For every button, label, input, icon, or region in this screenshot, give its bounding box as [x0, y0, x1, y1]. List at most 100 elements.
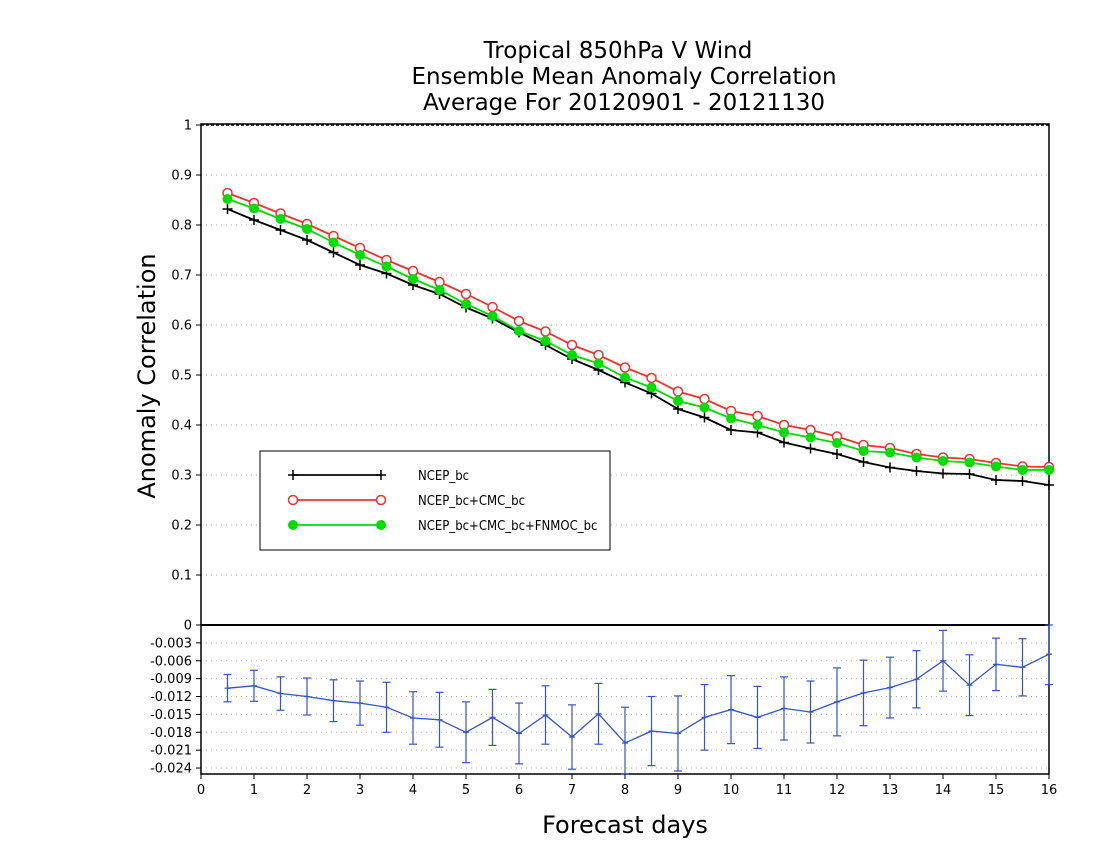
x-tick-label-13: 13 [882, 783, 899, 798]
point-2-13 [567, 350, 577, 360]
y-tick-label-0: 0 [184, 619, 192, 634]
y-tick-label-4: 0.4 [171, 419, 192, 434]
point-0-22 [805, 443, 816, 454]
point-2-14 [593, 358, 604, 369]
y-tick-label-2: 0.2 [171, 519, 192, 534]
lower-y-tick-label-2: -0.009 [150, 672, 192, 687]
lower-y-tick-label-5: -0.018 [150, 726, 192, 741]
x-tick-label-12: 12 [829, 783, 846, 798]
point-0-25 [885, 462, 895, 473]
lower-series-group [223, 624, 1053, 775]
lower-point-15 [622, 740, 628, 747]
lower-point-6 [383, 704, 390, 711]
x-axis: 0 1 2 3 4 5 6 7 8 9 10 11 12 13 14 15 16 [197, 774, 1057, 798]
point-2-27 [938, 456, 948, 466]
lower-point-3 [304, 693, 310, 700]
legend-item-1: NCEP_bc+CMC_bc [287, 494, 525, 509]
point-0-31 [1044, 480, 1054, 490]
y-axis-title: Anomaly Correlation [133, 253, 161, 498]
x-tick-label-6: 6 [515, 783, 523, 798]
point-0-18 [699, 412, 710, 423]
point-2-17 [673, 396, 683, 406]
point-2-28 [964, 457, 975, 468]
x-tick-label-3: 3 [356, 783, 364, 798]
point-0-3 [302, 235, 312, 245]
point-0-29 [991, 475, 1001, 485]
point-1-12 [540, 326, 551, 337]
point-2-12 [540, 336, 551, 346]
point-1-11 [513, 315, 525, 327]
lower-y-tick-label-1: -0.006 [150, 654, 192, 669]
point-1-9 [460, 288, 472, 300]
lower-point-2 [277, 690, 284, 697]
point-2-2 [275, 214, 286, 224]
lower-point-26 [913, 676, 920, 683]
lower-point-9 [463, 729, 469, 736]
point-0-0 [222, 204, 233, 214]
legend: NCEP_bc NCEP_bc+CMC_bc NCEP_bc+CMC_bc+FNMO… [259, 450, 611, 551]
upper-series-group [222, 187, 1055, 490]
title-line-2: Ensemble Mean Anomaly Correlation [411, 64, 836, 90]
point-2-4 [328, 237, 339, 248]
lower-point-23 [834, 698, 840, 705]
point-2-21 [779, 427, 789, 438]
point-2-26 [911, 452, 922, 463]
legend-marker-end-0 [376, 470, 386, 480]
lower-point-5 [357, 700, 363, 707]
point-1-10 [487, 301, 498, 313]
point-0-5 [355, 260, 365, 270]
point-2-3 [302, 224, 312, 234]
lower-point-1 [251, 682, 257, 689]
x-tick-label-2: 2 [303, 783, 311, 798]
title-line-3: Average For 20120901 - 20121130 [423, 90, 825, 116]
series-line-2 [227, 198, 1049, 471]
lower-point-7 [410, 714, 416, 721]
y-tick-label-3: 0.3 [171, 469, 192, 484]
y-tick-label-7: 0.7 [171, 269, 192, 284]
lower-series-line-0 [227, 653, 1050, 744]
lower-point-20 [754, 714, 761, 721]
point-2-19 [726, 413, 736, 424]
title-line-1: Tropical 850hPa V Wind [483, 38, 753, 64]
lower-point-18 [701, 714, 708, 721]
point-2-23 [832, 438, 842, 448]
point-1-14 [593, 349, 604, 361]
lower-point-14 [595, 710, 602, 717]
point-2-15 [620, 372, 630, 383]
x-tick-label-1: 1 [250, 783, 258, 798]
point-1-15 [619, 362, 631, 373]
point-0-4 [328, 247, 339, 258]
point-0-24 [858, 457, 869, 467]
point-2-10 [487, 311, 498, 321]
legend-item-0: NCEP_bc [288, 469, 469, 484]
lower-point-4 [330, 697, 337, 704]
lower-point-19 [728, 706, 734, 713]
point-2-18 [699, 402, 710, 413]
lower-point-22 [807, 709, 814, 716]
legend-marker-start-0 [288, 470, 298, 480]
point-2-24 [858, 446, 869, 456]
series-0 [222, 204, 1054, 490]
chart-title: Tropical 850hPa V Wind Ensemble Mean Ano… [411, 38, 836, 116]
point-0-19 [726, 425, 736, 435]
y-tick-label-5: 0.5 [171, 369, 192, 384]
x-tick-label-4: 4 [409, 783, 417, 798]
lower-point-11 [516, 730, 522, 737]
lower-y-tick-label-3: -0.012 [150, 690, 192, 705]
lower-y-axis: -0.003 -0.006 -0.009 -0.012 -0.015 -0.018 -0.0… [150, 636, 201, 777]
lower-series-0 [223, 624, 1053, 775]
point-2-1 [249, 203, 259, 214]
point-2-8 [434, 285, 445, 295]
lower-point-31 [1046, 651, 1052, 658]
point-2-5 [355, 250, 365, 260]
y-tick-label-10: 1 [184, 119, 192, 134]
point-1-16 [646, 372, 657, 384]
point-0-26 [911, 466, 922, 476]
lower-point-12 [542, 711, 549, 718]
lower-point-0 [224, 685, 231, 692]
point-2-30 [1017, 465, 1028, 475]
x-tick-label-5: 5 [462, 783, 470, 798]
y-tick-label-8: 0.8 [171, 219, 192, 234]
lower-y-tick-label-4: -0.015 [150, 708, 192, 723]
